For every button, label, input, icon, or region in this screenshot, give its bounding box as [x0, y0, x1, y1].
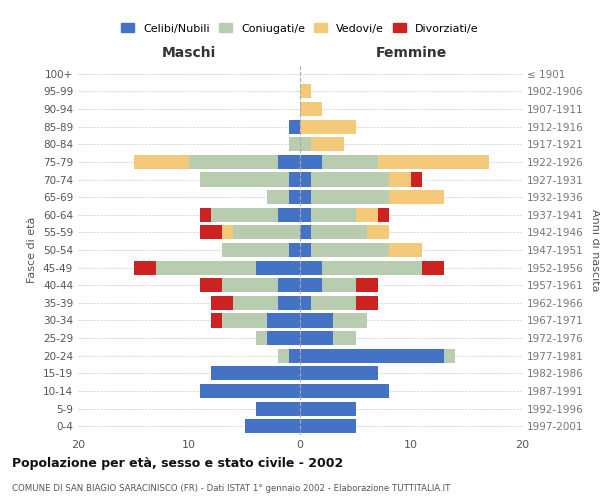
Bar: [311, 172, 389, 186]
Bar: [300, 366, 378, 380]
Bar: [334, 314, 367, 328]
Bar: [289, 120, 300, 134]
Bar: [222, 226, 233, 239]
Bar: [322, 155, 378, 169]
Bar: [245, 419, 300, 433]
Bar: [311, 243, 389, 257]
Bar: [289, 190, 300, 204]
Bar: [256, 402, 300, 415]
Bar: [311, 190, 389, 204]
Text: COMUNE DI SAN BIAGIO SARACINISCO (FR) - Dati ISTAT 1° gennaio 2002 - Elaborazion: COMUNE DI SAN BIAGIO SARACINISCO (FR) - …: [12, 484, 451, 493]
Bar: [322, 278, 355, 292]
Bar: [300, 260, 322, 274]
Bar: [256, 331, 266, 345]
Bar: [133, 155, 189, 169]
Bar: [422, 260, 444, 274]
Bar: [211, 314, 222, 328]
Bar: [211, 208, 278, 222]
Bar: [200, 384, 300, 398]
Bar: [300, 243, 311, 257]
Bar: [200, 208, 211, 222]
Bar: [289, 137, 300, 152]
Bar: [300, 102, 322, 116]
Bar: [278, 348, 289, 363]
Bar: [300, 190, 311, 204]
Bar: [133, 260, 156, 274]
Y-axis label: Fasce di età: Fasce di età: [28, 217, 37, 283]
Bar: [334, 331, 355, 345]
Bar: [233, 296, 278, 310]
Bar: [355, 208, 378, 222]
Bar: [411, 172, 422, 186]
Bar: [355, 296, 378, 310]
Bar: [311, 208, 355, 222]
Bar: [389, 172, 411, 186]
Bar: [278, 296, 300, 310]
Bar: [311, 137, 344, 152]
Bar: [300, 208, 311, 222]
Bar: [322, 260, 422, 274]
Bar: [389, 243, 422, 257]
Bar: [300, 348, 444, 363]
Bar: [311, 226, 367, 239]
Bar: [256, 260, 300, 274]
Bar: [289, 243, 300, 257]
Bar: [300, 402, 355, 415]
Bar: [300, 120, 355, 134]
Bar: [300, 155, 322, 169]
Bar: [300, 296, 311, 310]
Bar: [289, 348, 300, 363]
Bar: [378, 208, 389, 222]
Bar: [300, 384, 389, 398]
Bar: [300, 137, 311, 152]
Bar: [300, 84, 311, 98]
Bar: [278, 278, 300, 292]
Bar: [389, 190, 444, 204]
Bar: [300, 314, 334, 328]
Bar: [266, 314, 300, 328]
Bar: [278, 208, 300, 222]
Bar: [300, 419, 355, 433]
Bar: [200, 278, 222, 292]
Bar: [367, 226, 389, 239]
Bar: [222, 314, 266, 328]
Text: Popolazione per età, sesso e stato civile - 2002: Popolazione per età, sesso e stato civil…: [12, 458, 343, 470]
Text: Maschi: Maschi: [162, 46, 216, 60]
Bar: [266, 190, 289, 204]
Bar: [222, 243, 289, 257]
Bar: [444, 348, 455, 363]
Bar: [300, 172, 311, 186]
Text: Femmine: Femmine: [376, 46, 446, 60]
Bar: [189, 155, 278, 169]
Bar: [211, 296, 233, 310]
Bar: [378, 155, 489, 169]
Bar: [200, 172, 289, 186]
Legend: Celibi/Nubili, Coniugati/e, Vedovi/e, Divorziati/e: Celibi/Nubili, Coniugati/e, Vedovi/e, Di…: [117, 19, 483, 38]
Bar: [355, 278, 378, 292]
Bar: [156, 260, 256, 274]
Bar: [200, 226, 222, 239]
Bar: [233, 226, 300, 239]
Bar: [278, 155, 300, 169]
Bar: [211, 366, 300, 380]
Bar: [311, 296, 355, 310]
Bar: [300, 226, 311, 239]
Bar: [266, 331, 300, 345]
Bar: [223, 278, 278, 292]
Bar: [300, 331, 334, 345]
Bar: [300, 278, 322, 292]
Bar: [289, 172, 300, 186]
Y-axis label: Anni di nascita: Anni di nascita: [590, 209, 600, 291]
